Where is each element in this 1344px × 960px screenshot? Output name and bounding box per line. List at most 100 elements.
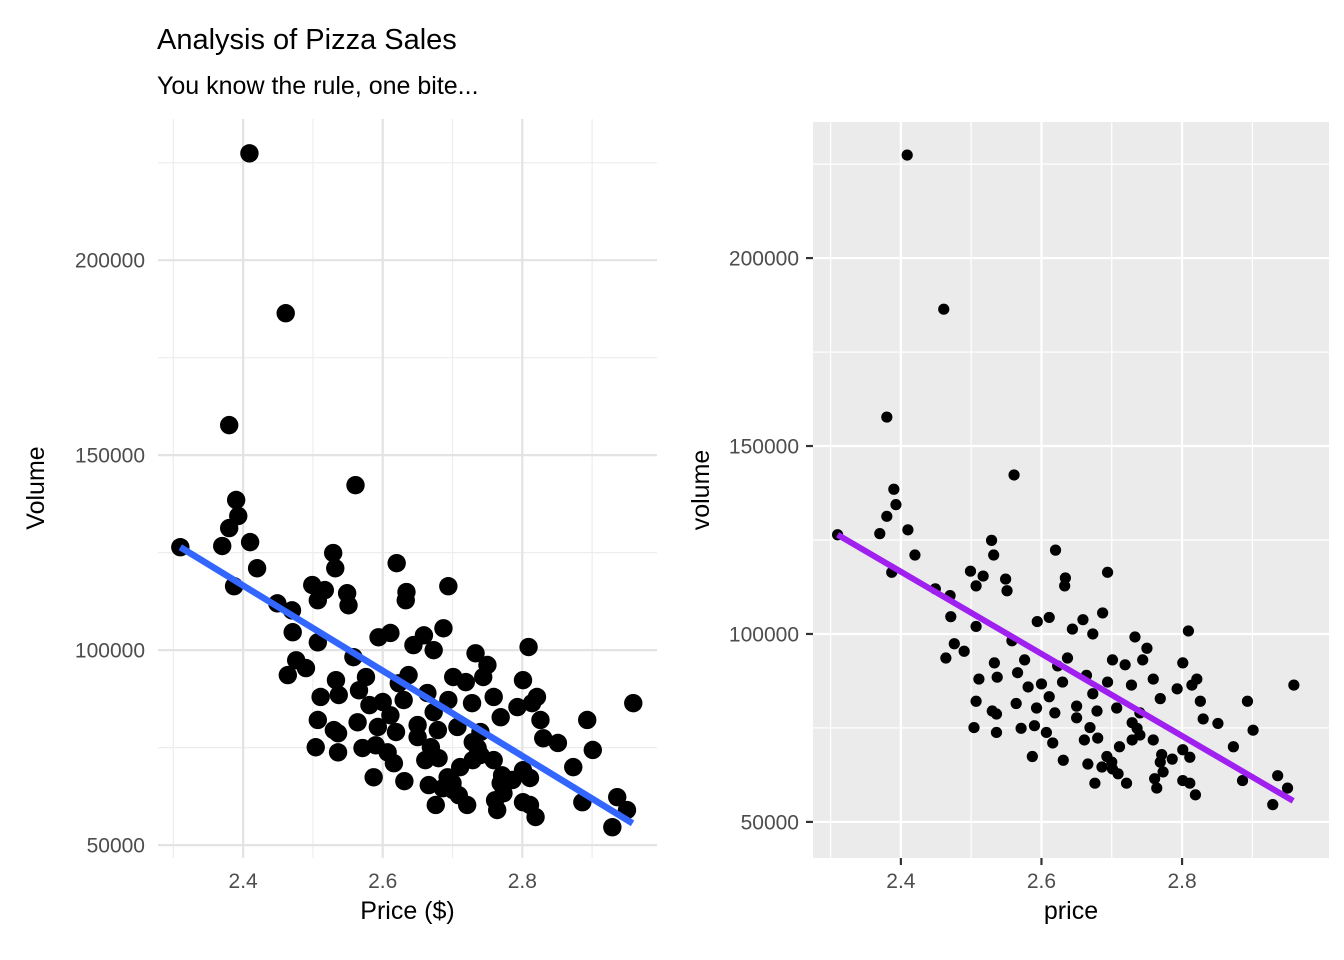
right-x-tick-label: 2.8: [1167, 870, 1196, 893]
data-point: [508, 697, 527, 717]
data-point: [1247, 724, 1259, 736]
data-point: [278, 665, 298, 685]
right-tick-marks: [806, 256, 1184, 865]
data-point: [1057, 754, 1069, 766]
right-y-tick-label: 100000: [729, 623, 799, 646]
data-point: [419, 775, 438, 795]
right-y-tick-label: 150000: [729, 436, 799, 459]
data-point: [1227, 741, 1239, 753]
data-point: [1071, 700, 1083, 712]
data-point: [940, 652, 952, 664]
data-point: [1000, 573, 1012, 585]
data-point: [1131, 722, 1143, 734]
data-point: [1112, 768, 1124, 780]
data-point: [308, 710, 328, 730]
data-point: [329, 685, 348, 705]
data-point: [491, 708, 510, 727]
data-point: [1120, 777, 1133, 789]
right-x-tick-label: 2.4: [886, 870, 916, 893]
data-point: [973, 673, 985, 685]
data-point: [1154, 756, 1166, 768]
data-point: [578, 710, 597, 730]
data-point: [384, 754, 404, 773]
data-point: [603, 817, 622, 837]
data-point: [890, 499, 902, 511]
data-point: [608, 787, 627, 807]
data-point: [1010, 697, 1022, 710]
data-point: [276, 304, 295, 323]
data-point: [1047, 737, 1059, 749]
data-point: [990, 708, 1003, 720]
data-point: [394, 690, 413, 710]
data-point: [527, 687, 547, 707]
data-point: [1157, 766, 1169, 778]
data-point: [534, 729, 553, 748]
data-point: [1096, 761, 1108, 773]
data-point: [1077, 614, 1089, 626]
data-point: [308, 591, 328, 610]
data-point: [219, 415, 239, 435]
data-point: [226, 490, 246, 510]
data-point: [1171, 683, 1183, 695]
data-point: [970, 580, 982, 592]
data-point: [484, 687, 503, 707]
data-point: [426, 795, 445, 815]
data-point: [381, 623, 400, 643]
data-point: [1087, 628, 1099, 640]
data-point: [439, 576, 458, 596]
data-point: [520, 768, 540, 788]
right-x-tick-label: 2.6: [1027, 870, 1056, 893]
data-point: [1184, 777, 1196, 789]
data-point: [466, 644, 485, 663]
data-point: [1089, 777, 1101, 789]
data-point: [1149, 773, 1161, 785]
data-point: [970, 620, 982, 633]
data-point: [970, 695, 982, 707]
data-point: [881, 510, 893, 522]
data-point: [624, 693, 643, 713]
data-point: [1001, 585, 1013, 597]
left-x-tick-label: 2.4: [229, 870, 259, 893]
data-point: [519, 637, 538, 657]
right-y-axis-title: volume: [687, 449, 715, 531]
data-point: [1281, 782, 1294, 794]
data-point: [484, 750, 503, 770]
left-plot-subtitle: You know the rule, one bite...: [157, 72, 479, 100]
data-point: [474, 667, 493, 687]
data-point: [1049, 707, 1061, 719]
data-point: [339, 596, 358, 615]
data-point: [1059, 580, 1071, 592]
data-point: [977, 570, 989, 582]
data-point: [1137, 654, 1149, 666]
right-tick-labels: 50000 100000 150000 200000 2.4 2.6 2.8: [729, 248, 1197, 893]
data-point: [1043, 691, 1055, 703]
data-point: [456, 672, 475, 692]
data-point: [1151, 782, 1163, 794]
right-y-tick-label: 200000: [729, 248, 799, 271]
data-point: [381, 706, 400, 725]
left-trend-line: [178, 544, 635, 827]
left-plot-title: Analysis of Pizza Sales: [157, 24, 457, 56]
data-point: [283, 623, 302, 642]
data-point: [1026, 750, 1038, 763]
data-point: [1154, 693, 1166, 705]
data-point: [1028, 720, 1041, 732]
data-point: [462, 693, 482, 713]
data-point: [408, 727, 427, 747]
data-point: [1106, 756, 1118, 768]
left-plot: 50000 100000 150000 200000 2.4 2.6 2.8: [75, 119, 657, 893]
data-point: [1129, 631, 1141, 643]
data-point: [964, 565, 977, 577]
data-point: [909, 549, 921, 561]
left-y-axis-title: Volume: [22, 446, 50, 530]
data-point: [1147, 734, 1159, 746]
data-point: [1043, 611, 1055, 624]
data-point: [429, 748, 448, 768]
data-point: [213, 536, 232, 556]
data-point: [513, 670, 533, 690]
data-point: [306, 738, 325, 757]
data-point: [1236, 774, 1249, 787]
data-point: [531, 710, 550, 730]
